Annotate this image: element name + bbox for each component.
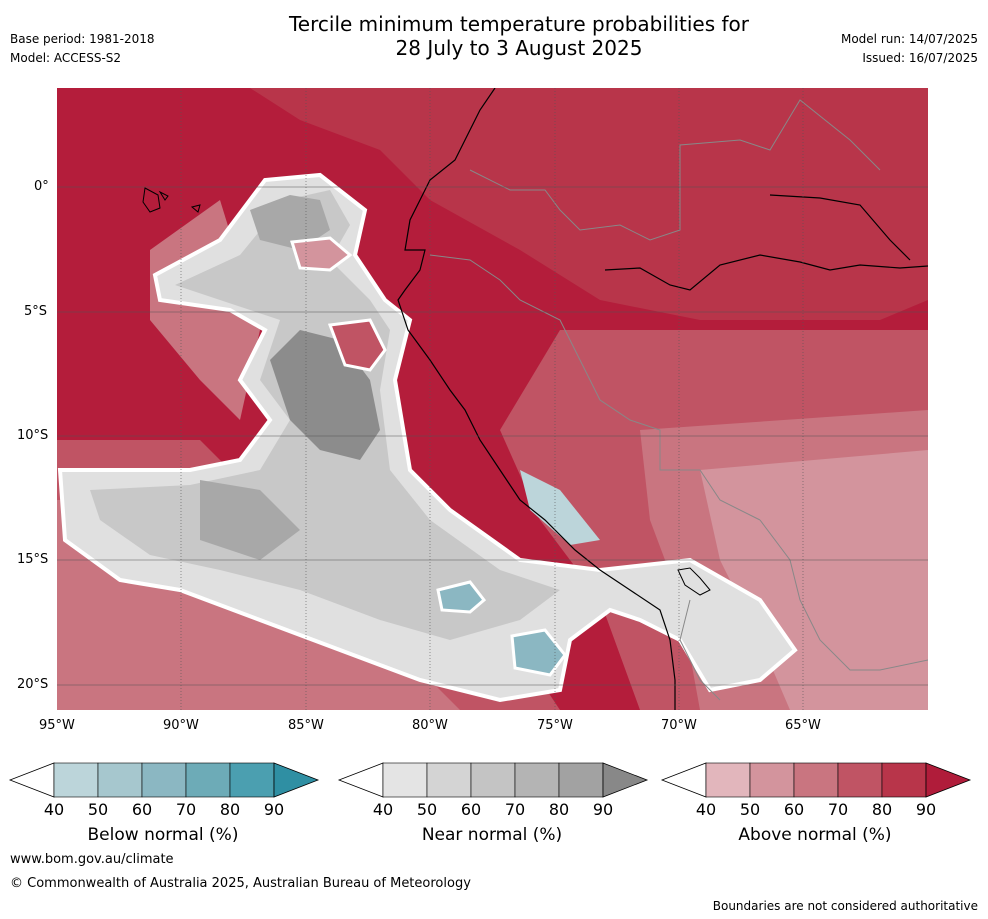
colorbar-segment [558,762,604,798]
model-name: Model: ACCESS-S2 [10,51,122,65]
latitude-lines [57,186,928,686]
model-run: Model run: 14/07/2025 [840,32,978,46]
colorbar-tick-label: 50 [416,800,438,819]
colorbar-tick-label: 70 [504,800,526,819]
lon-label-95w: 95°W [39,718,75,733]
colorbar-tick-label: 50 [739,800,761,819]
footer-copyright: © Commonwealth of Australia 2025, Austra… [10,876,471,891]
near-80-region-a [200,480,300,560]
colorbar-tick-label: 80 [548,800,570,819]
colorbar-segment [793,762,839,798]
galapagos-islands [142,187,161,213]
lat-label-10s: 10°S [17,428,49,443]
above-normal-label: Above normal (%) [738,825,892,845]
colorbar-near-normal [337,762,649,798]
colorbar-segment [97,762,143,798]
colorbar-segment [881,762,927,798]
border-peru-brazil [429,254,761,521]
coastline [397,88,676,710]
river-north [769,194,911,261]
colorbar-high-extension [925,762,972,798]
lat-label-0: 0° [34,179,49,194]
colorbar-segment [837,762,883,798]
lon-label-90w: 90°W [163,718,199,733]
lat-label-20s: 20°S [17,677,49,692]
colorbar-segment [382,762,428,798]
colorbar-segment [470,762,516,798]
below-normal-label: Below normal (%) [87,825,239,845]
galapagos-islet-1 [158,190,169,201]
colorbar-high-extension [273,762,320,798]
colorbar-low-extension [660,762,707,798]
colorbar-segment [229,762,275,798]
colorbar-segment [705,762,751,798]
colorbar-segment [53,762,99,798]
probability-map [57,88,928,710]
colorbar-tick-label: 60 [460,800,482,819]
colorbar-above-normal [660,762,972,798]
colorbar-tick-label: 50 [87,800,109,819]
title-line-2: 28 July to 3 August 2025 [395,36,643,60]
footer-note: Boundaries are not considered authoritat… [712,899,978,913]
border-chile [679,599,721,701]
colorbar-tick-label: 60 [131,800,153,819]
colorbar-low-extension [8,762,55,798]
colorbar-below-normal [8,762,320,798]
above-pocket-2 [290,236,353,272]
colorbar-tick-label: 80 [871,800,893,819]
colorbar-tick-label: 60 [783,800,805,819]
below-pocket-3 [520,470,600,545]
colorbars [8,762,972,798]
colorbar-tick-label: 40 [372,800,394,819]
colorbar-segment [141,762,187,798]
base-period: Base period: 1981-2018 [10,32,155,46]
border-colombia [469,99,881,241]
lake-titicaca [677,567,711,596]
colorbar-high-extension [602,762,649,798]
issued-date: Issued: 16/07/2025 [862,51,978,65]
colorbar-tick-label: 40 [43,800,65,819]
above-50-region-east [700,450,928,710]
title-line-1: Tercile minimum temperature probabilitie… [288,12,750,36]
colorbar-tick-label: 90 [915,800,937,819]
lat-label-15s: 15°S [17,552,49,567]
map-title: Tercile minimum temperature probabilitie… [194,12,844,60]
colorbar-tick-label: 80 [219,800,241,819]
above-pocket-1 [327,318,387,372]
colorbar-tick-label: 70 [827,800,849,819]
near-normal-label: Near normal (%) [421,825,563,845]
colorbar-tick-label: 70 [175,800,197,819]
colorbar-segment [185,762,231,798]
lon-label-65w: 65°W [785,718,821,733]
lon-label-75w: 75°W [537,718,573,733]
colorbar-tick-label: 90 [592,800,614,819]
colorbar-low-extension [337,762,384,798]
colorbar-segment [749,762,795,798]
lat-label-5s: 5°S [24,304,48,319]
lon-label-80w: 80°W [412,718,448,733]
colorbar-tick-label: 90 [263,800,285,819]
colorbar-segment [514,762,560,798]
below-pocket-1 [436,580,487,614]
lon-label-70w: 70°W [661,718,697,733]
colorbar-tick-label: 40 [695,800,717,819]
footer-url: www.bom.gov.au/climate [10,852,174,867]
below-pocket-2 [510,628,567,677]
galapagos-islet-2 [190,204,201,213]
amazon-river [604,254,928,291]
near-80-region-b [250,195,330,250]
colorbar-segment [426,762,472,798]
lon-label-85w: 85°W [288,718,324,733]
